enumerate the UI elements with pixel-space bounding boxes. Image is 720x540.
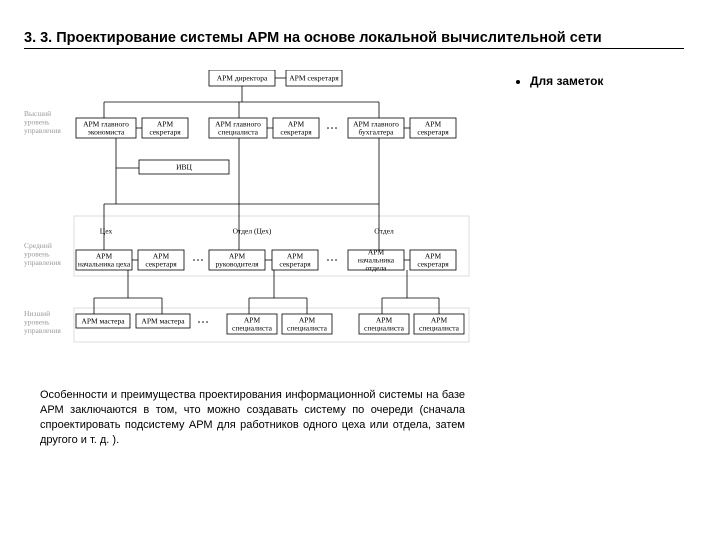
svg-text:управления: управления (24, 326, 61, 335)
svg-text:управления: управления (24, 258, 61, 267)
svg-text:секретаря: секретаря (417, 128, 449, 137)
svg-text:Цех: Цех (100, 227, 113, 236)
svg-text:секретаря: секретаря (149, 128, 181, 137)
svg-text:Отдел: Отдел (374, 227, 394, 236)
svg-text:начальника цеха: начальника цеха (78, 260, 131, 269)
svg-text:специалиста: специалиста (218, 128, 259, 137)
svg-text:АРМ мастера: АРМ мастера (81, 317, 125, 326)
svg-text:экономиста: экономиста (88, 128, 125, 137)
svg-text:бухгалтера: бухгалтера (359, 128, 395, 137)
notes-heading: Для заметок (530, 74, 705, 88)
svg-text:Отдел (Цех): Отдел (Цех) (233, 227, 272, 236)
svg-text:руководителя: руководителя (215, 260, 259, 269)
svg-text:ИВЦ: ИВЦ (176, 163, 192, 172)
svg-text:секретаря: секретаря (280, 128, 312, 137)
page-title: 3. 3. Проектирование системы АРМ на осно… (24, 30, 684, 49)
svg-text:АРМ мастера: АРМ мастера (141, 317, 185, 326)
svg-text:секретаря: секретаря (145, 260, 177, 269)
svg-text:специалиста: специалиста (287, 324, 328, 333)
diagram-caption: Особенности и преимущества проектировани… (40, 388, 465, 447)
svg-text:специалиста: специалиста (364, 324, 405, 333)
svg-text:секретаря: секретаря (279, 260, 311, 269)
svg-text:АРМ секретаря: АРМ секретаря (289, 74, 339, 83)
svg-text:АРМ директора: АРМ директора (217, 74, 268, 83)
svg-text:специалиста: специалиста (419, 324, 460, 333)
notes-panel: Для заметок (510, 74, 705, 504)
svg-text:специалиста: специалиста (232, 324, 273, 333)
svg-text:секретаря: секретаря (417, 260, 449, 269)
org-diagram: АРМ директораАРМ секретаряАРМ главногоэк… (24, 70, 484, 380)
svg-text:управления: управления (24, 126, 61, 135)
svg-text:отдела: отдела (365, 264, 387, 273)
